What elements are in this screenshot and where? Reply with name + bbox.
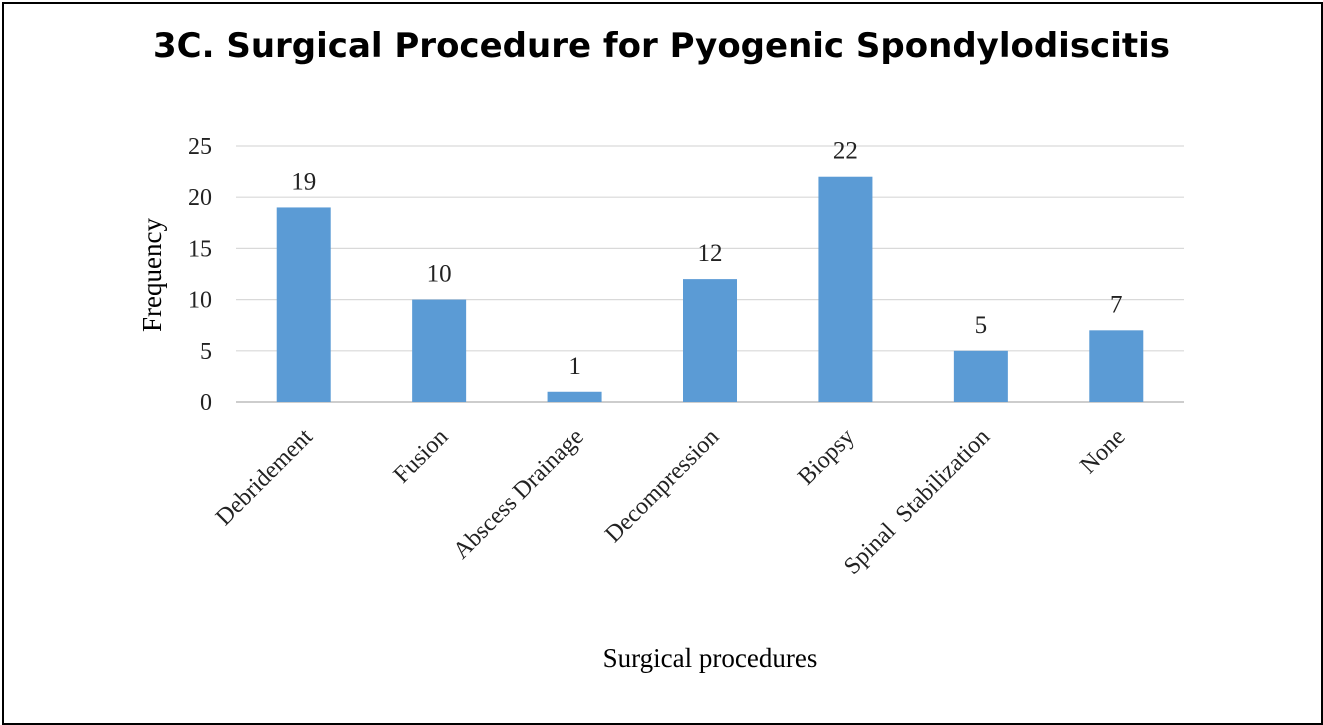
- y-tick-label: 5: [200, 339, 212, 365]
- bars: [276, 176, 1144, 402]
- bar: [953, 350, 1008, 402]
- x-tick-label: Spinal Stabilization: [839, 424, 995, 580]
- x-axis-title: Surgical procedures: [603, 643, 818, 673]
- data-label: 12: [698, 240, 723, 267]
- bar: [683, 279, 737, 402]
- bar: [547, 391, 602, 402]
- bar: [276, 207, 331, 402]
- data-label: 10: [427, 261, 452, 288]
- chart-title: 3C. Surgical Procedure for Pyogenic Spon…: [152, 26, 1171, 66]
- y-axis-title: Frequency: [137, 218, 167, 332]
- bar: [818, 176, 873, 402]
- x-tick-label: Abscess Drainage: [448, 424, 588, 564]
- x-tick-label: None: [1075, 424, 1130, 479]
- data-label: 7: [1110, 291, 1123, 318]
- x-tick-label: Biopsy: [793, 424, 859, 490]
- data-label: 22: [833, 138, 858, 165]
- y-tick-label: 20: [188, 185, 212, 211]
- data-label: 1: [568, 353, 581, 380]
- data-label: 5: [975, 312, 988, 339]
- y-tick-label: 15: [188, 236, 212, 262]
- x-tick-label: Fusion: [389, 424, 454, 489]
- bar: [412, 299, 467, 402]
- x-tick-label: Debridement: [211, 424, 318, 531]
- y-tick-label: 10: [188, 288, 212, 314]
- data-label: 19: [291, 168, 316, 195]
- y-tick-label: 0: [200, 390, 212, 416]
- x-tick-label: Decompression: [600, 424, 724, 548]
- y-tick-label: 25: [188, 134, 212, 160]
- bar: [1089, 330, 1144, 402]
